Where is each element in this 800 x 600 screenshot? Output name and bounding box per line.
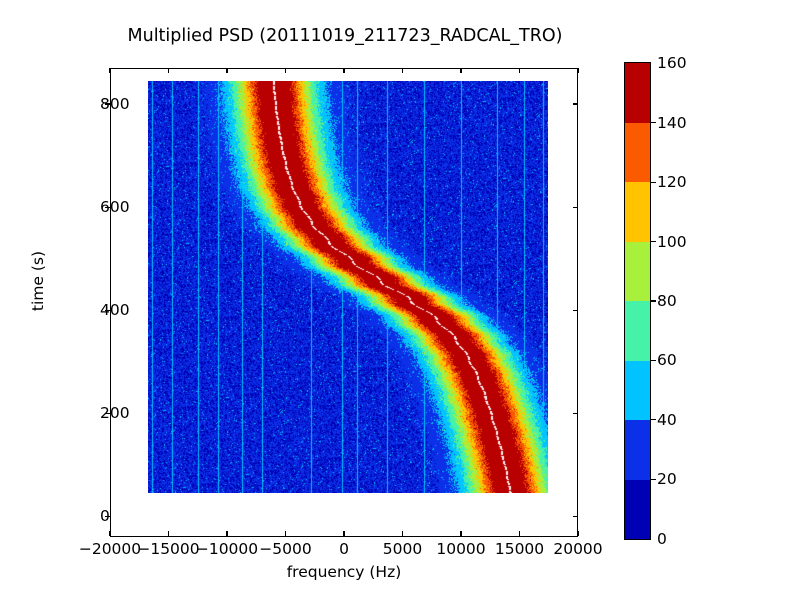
colorbar-tick-label: 160 — [657, 54, 687, 73]
colorbar-tick — [651, 240, 656, 243]
colorbar-tick-label: 80 — [657, 292, 677, 310]
colorbar-band — [625, 241, 650, 301]
colorbar — [624, 62, 651, 540]
colorbar-tick-label: 140 — [657, 113, 687, 132]
colorbar-tick-label: 40 — [657, 410, 677, 429]
x-tick-top — [226, 68, 228, 73]
colorbar-band — [625, 479, 650, 539]
colorbar-band — [625, 420, 650, 480]
x-tick-label: 15000 — [494, 540, 545, 558]
y-tick-label: 200 — [100, 404, 130, 423]
x-tick-top — [284, 68, 287, 73]
x-tick — [401, 531, 404, 536]
colorbar-tick — [651, 181, 656, 183]
x-tick-top — [167, 68, 170, 73]
colorbar-tick — [651, 419, 656, 421]
colorbar-band — [625, 301, 650, 361]
colorbar-band — [625, 122, 650, 182]
colorbar-tick-label: 20 — [657, 470, 677, 489]
x-tick — [226, 531, 228, 536]
colorbar-tick-label: 60 — [657, 351, 677, 370]
y-tick-right — [573, 103, 578, 105]
x-tick-label: −20000 — [78, 540, 142, 558]
colorbar-tick-label: 0 — [657, 529, 667, 548]
y-axis-label: time (s) — [29, 250, 47, 312]
x-tick-label: 20000 — [553, 540, 603, 558]
y-tick — [105, 206, 110, 208]
x-tick-top — [460, 68, 462, 73]
x-tick-label: −10000 — [195, 540, 259, 558]
y-tick-right — [573, 206, 578, 208]
colorbar-band — [625, 63, 650, 123]
x-tick — [577, 531, 579, 536]
y-tick-label: 800 — [100, 95, 130, 114]
chart-title: Multiplied PSD (20111019_211723_RADCAL_T… — [127, 26, 563, 46]
y-tick-right — [573, 412, 578, 414]
x-tick-label: 5000 — [382, 540, 423, 558]
y-tick — [105, 309, 110, 311]
x-tick-top — [343, 68, 345, 73]
x-tick — [109, 531, 111, 536]
x-tick — [518, 531, 521, 536]
y-tick-label: 400 — [100, 301, 130, 320]
y-tick — [105, 412, 110, 414]
x-tick — [460, 531, 462, 536]
x-tick-top — [109, 68, 111, 73]
y-tick-label: 0 — [100, 507, 110, 526]
x-tick-label: 0 — [339, 540, 349, 558]
x-tick-top — [401, 68, 404, 73]
y-tick-right — [573, 309, 578, 311]
x-tick — [167, 531, 170, 536]
x-tick-top — [518, 68, 521, 73]
x-tick-label: −15000 — [137, 540, 200, 558]
colorbar-band — [625, 182, 650, 242]
x-tick-top — [577, 68, 579, 73]
x-tick — [284, 531, 287, 536]
spectrogram-image — [148, 81, 548, 493]
colorbar-tick — [651, 359, 656, 362]
y-tick-label: 600 — [100, 198, 130, 217]
colorbar-tick-label: 100 — [657, 232, 687, 251]
colorbar-tick — [651, 122, 656, 124]
x-axis-label: frequency (Hz) — [286, 563, 402, 581]
x-tick-label: 10000 — [436, 540, 486, 558]
y-tick — [105, 103, 110, 105]
x-tick — [343, 531, 345, 536]
x-tick-label: −5000 — [259, 540, 312, 558]
colorbar-tick — [651, 300, 656, 302]
y-tick-right — [573, 515, 578, 517]
colorbar-band — [625, 360, 650, 420]
colorbar-tick-label: 120 — [657, 173, 687, 192]
colorbar-tick — [651, 478, 656, 480]
y-tick — [105, 515, 110, 517]
